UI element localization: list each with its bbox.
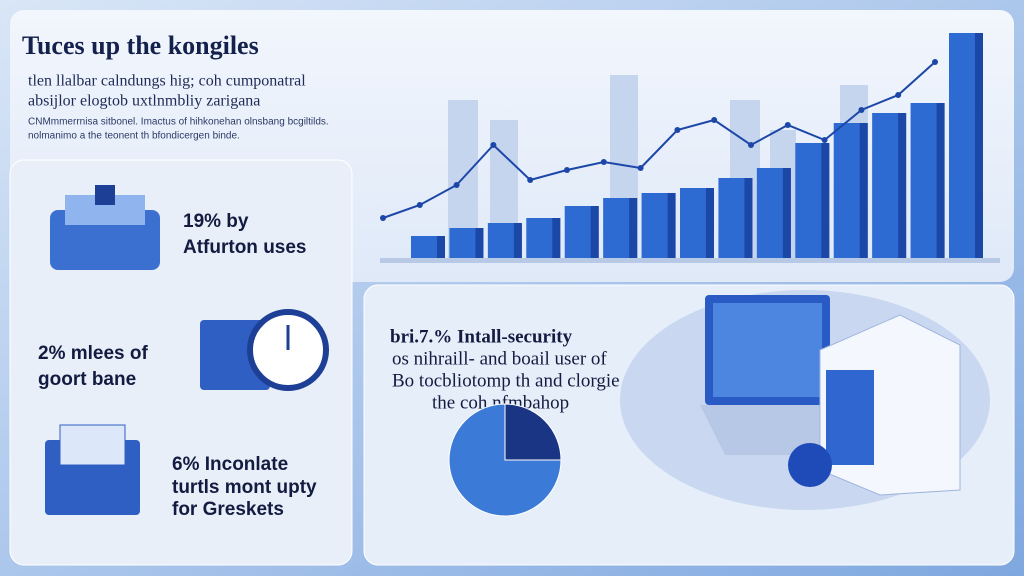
feature-text: bri.7.% Intall-security bbox=[390, 326, 573, 347]
stat-text: for Greskets bbox=[172, 499, 284, 520]
trend-line bbox=[382, 61, 936, 219]
bar-side bbox=[744, 178, 753, 258]
feature-text: os nihraill- and boail user of bbox=[392, 348, 607, 369]
stat-text: goort bane bbox=[38, 369, 136, 390]
bar-side bbox=[782, 168, 791, 258]
feature-text: the coh nfmbahop bbox=[432, 392, 569, 413]
trend-point bbox=[858, 107, 865, 113]
bar-side bbox=[629, 198, 638, 258]
note: CNMmmerrnisa sitbonel. Imactus of hihkon… bbox=[28, 117, 329, 128]
bar-side bbox=[898, 113, 907, 258]
trend-point bbox=[674, 127, 681, 133]
trend-point bbox=[637, 165, 644, 171]
bar-side bbox=[821, 143, 830, 258]
bar-side bbox=[706, 188, 714, 258]
pie-slice bbox=[448, 403, 562, 517]
trend-point bbox=[932, 59, 938, 65]
icon-machine bbox=[50, 185, 160, 270]
bar-side bbox=[975, 33, 983, 258]
trend-point bbox=[453, 182, 460, 188]
bar-side bbox=[437, 236, 445, 258]
stat-text: 19% by bbox=[183, 211, 249, 232]
bar-side bbox=[859, 123, 868, 258]
server-illustration bbox=[788, 314, 961, 496]
bar bbox=[411, 236, 445, 258]
stat-text: Atfurton uses bbox=[183, 237, 307, 258]
feature-text: Bo tocbliotomp th and clorgie bbox=[392, 370, 620, 391]
trend-point bbox=[527, 177, 534, 183]
icon-clock bbox=[200, 309, 329, 391]
trend-point bbox=[895, 92, 902, 98]
bar-side bbox=[513, 223, 522, 258]
bar-side bbox=[936, 103, 945, 258]
stat-text: turtls mont upty bbox=[172, 477, 317, 498]
bar-side bbox=[475, 228, 484, 258]
bar-side bbox=[590, 206, 599, 258]
trend-point bbox=[748, 142, 754, 148]
trend-point bbox=[784, 122, 791, 128]
icon-server bbox=[45, 424, 140, 515]
subtitle: absijlor elogtob uxtlnmbliy zarigana bbox=[28, 93, 260, 110]
bar-side bbox=[667, 193, 676, 258]
subtitle: tlen llalbar calndungs hig; coh cumponat… bbox=[28, 73, 306, 90]
bar-side bbox=[552, 218, 561, 258]
note: nolmanimo a the teonent th bfondicergen … bbox=[28, 131, 240, 142]
trend-point bbox=[600, 159, 607, 165]
trend-point bbox=[380, 215, 386, 221]
trend-point bbox=[416, 202, 423, 208]
stat-text: 6% Inconlate bbox=[172, 454, 288, 475]
stat-text: 2% mlees of bbox=[38, 343, 148, 364]
trend-point bbox=[821, 137, 828, 143]
chart-floor bbox=[380, 258, 1000, 263]
trend-point bbox=[711, 117, 718, 123]
trend-point bbox=[490, 142, 497, 148]
pie-slice bbox=[504, 403, 562, 461]
trend-point bbox=[564, 167, 570, 173]
title: Tuces up the kongiles bbox=[22, 31, 259, 60]
